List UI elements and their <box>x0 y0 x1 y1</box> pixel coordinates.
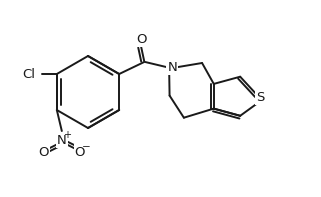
Text: N: N <box>167 60 177 73</box>
Text: N: N <box>57 134 67 147</box>
Text: −: − <box>82 142 90 152</box>
Text: Cl: Cl <box>22 68 35 81</box>
Text: O: O <box>39 146 49 159</box>
Text: +: + <box>63 130 71 140</box>
Text: S: S <box>256 91 265 104</box>
Text: O: O <box>74 146 85 159</box>
Text: O: O <box>136 33 146 46</box>
